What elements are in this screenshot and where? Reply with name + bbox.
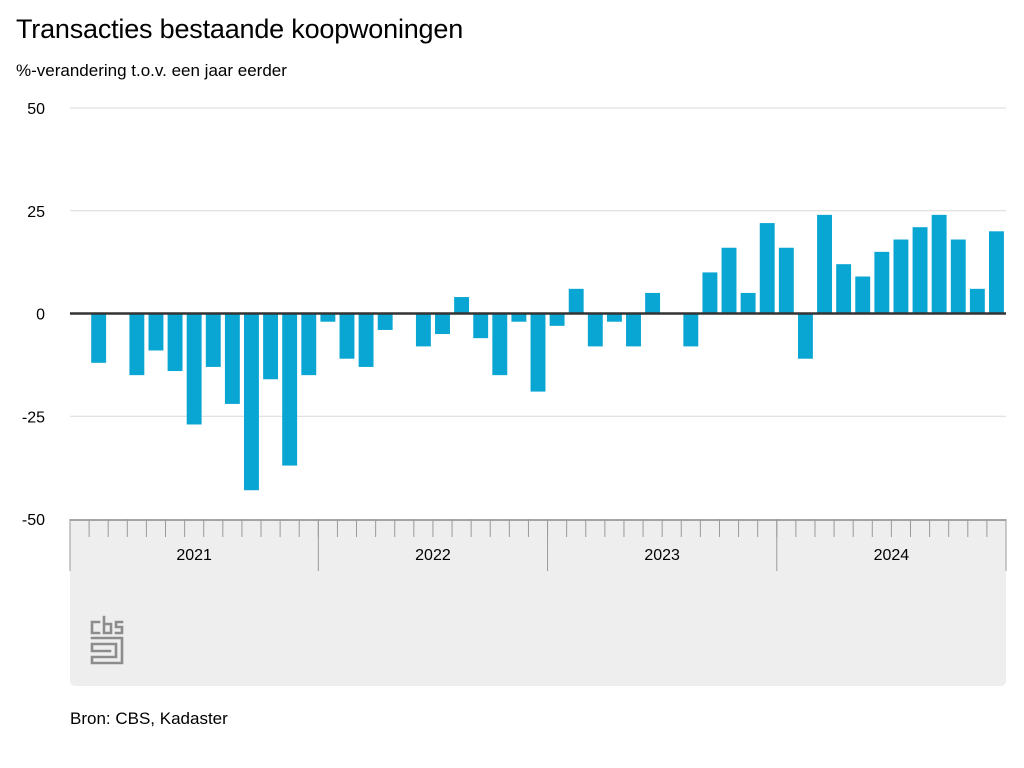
bar [530,313,546,392]
chart-subtitle: %-verandering t.o.v. een jaar eerder [16,61,287,80]
bar [626,313,641,347]
gridlines: 50 25 0 -25 -50 [22,101,1006,529]
source-note: Bron: CBS, Kadaster [70,709,228,728]
bar [454,297,470,314]
bar [931,214,947,314]
bar [205,313,221,367]
bar [148,313,164,351]
bar [989,231,1004,314]
x-year-label: 2022 [415,547,451,564]
bar [836,264,852,314]
bar [797,313,813,359]
chart-title: Transacties bestaande koopwoningen [16,14,464,44]
bar [435,313,450,335]
bar [167,313,183,372]
x-year-label: 2023 [644,547,680,564]
cbs-logo-icon [90,615,124,665]
y-tick-label: 0 [36,307,45,324]
bar [912,227,928,314]
bar [759,223,775,314]
bar [817,214,832,314]
bar [587,313,603,347]
bar [339,313,355,359]
bar [492,313,508,376]
bar [740,292,756,314]
x-axis: 20212022202320242025 [69,519,1007,571]
bar [568,288,584,314]
bar [645,292,661,314]
bar [358,313,374,367]
bar [969,288,985,314]
x-axis-band [70,520,1006,686]
bar [549,313,565,326]
bar [893,239,909,314]
bar [855,276,871,314]
bar [606,313,622,322]
bar [129,313,145,376]
bar [263,313,279,380]
bar [511,313,527,322]
bar [320,313,336,322]
bar [91,313,107,363]
bar [244,313,259,491]
bar [415,313,431,347]
bar [377,313,393,330]
bar [473,313,489,339]
y-tick-label: 50 [27,101,45,118]
bar [186,313,202,425]
bar [950,239,966,314]
bar [874,251,890,314]
y-tick-label: 25 [27,204,45,221]
y-tick-label: -25 [22,409,45,426]
y-tick-label: -50 [22,512,45,529]
bar [301,313,317,376]
bar [702,272,718,314]
bar [683,313,699,347]
x-axis-band-top [70,520,1006,528]
bars [91,214,1004,491]
bar [778,247,794,314]
bar [282,313,298,466]
x-year-label: 2024 [874,547,910,564]
bar [721,247,737,314]
bar [224,313,240,404]
x-year-label: 2021 [176,547,212,564]
